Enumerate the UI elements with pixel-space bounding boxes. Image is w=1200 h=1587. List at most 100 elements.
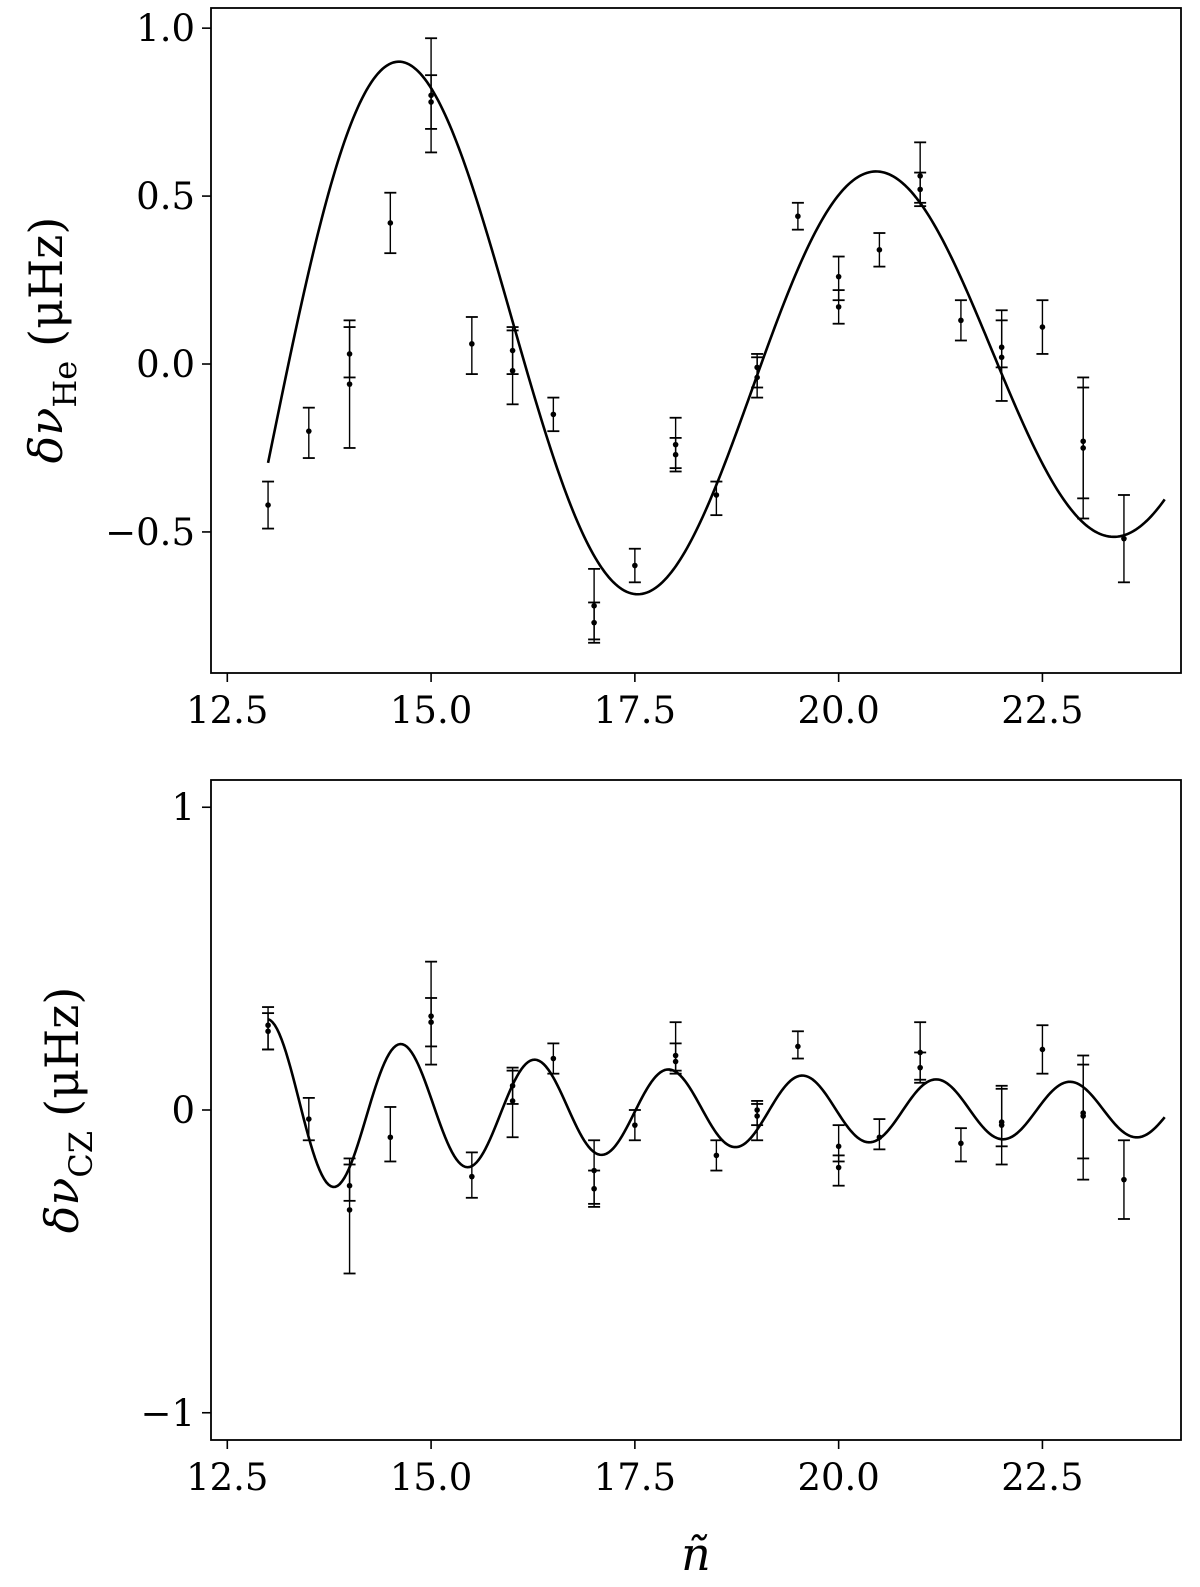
data-point-bottom xyxy=(914,1051,927,1081)
marker xyxy=(265,1028,271,1035)
data-point-top xyxy=(791,201,804,231)
data-point-bottom xyxy=(954,1127,967,1163)
data-point-bottom xyxy=(384,1106,397,1163)
data-point-bottom xyxy=(669,1042,682,1072)
panel-bottom: 12.5 15.0 17.5 20.0 22.5 −1 0 1 δνCZ(μHz) ñ xyxy=(35,779,1182,1581)
data-point-top xyxy=(751,356,764,399)
marker xyxy=(550,411,557,418)
marker xyxy=(469,1173,475,1180)
marker xyxy=(1080,445,1086,451)
y-tick-label-top: −0.5 xyxy=(105,511,195,554)
marker xyxy=(672,1058,679,1065)
data-point-top xyxy=(588,601,601,644)
marker xyxy=(591,1185,597,1192)
data-point-bottom xyxy=(506,1069,519,1139)
marker xyxy=(876,1134,883,1141)
marker xyxy=(1039,324,1046,330)
y-tick-label-bottom: 0 xyxy=(171,1089,195,1132)
y-tick-label-top: 0.5 xyxy=(136,175,195,218)
marker xyxy=(1080,1113,1086,1119)
data-point-bottom xyxy=(995,1087,1008,1166)
marker xyxy=(306,1116,312,1122)
data-point-top xyxy=(384,191,397,255)
data-point-bottom xyxy=(302,1096,315,1142)
x-tick-label-bottom: 15.0 xyxy=(390,1456,472,1499)
x-tick-label-top: 15.0 xyxy=(390,689,472,732)
data-point-top xyxy=(343,326,356,449)
data-point-bottom xyxy=(791,1030,804,1060)
y-tick-label-top: 0.0 xyxy=(136,343,195,386)
marker xyxy=(428,1019,434,1026)
data-point-top xyxy=(425,74,438,130)
data-point-bottom xyxy=(1036,1024,1049,1075)
data-point-top xyxy=(832,289,845,325)
data-point-bottom xyxy=(1117,1139,1130,1220)
marker xyxy=(835,1143,842,1150)
y-tick-label-top: 1.0 xyxy=(136,7,195,50)
marker xyxy=(795,1043,801,1050)
marker xyxy=(632,562,638,569)
x-axis-label-bottom: ñ xyxy=(681,1527,711,1581)
marker xyxy=(387,220,394,226)
marker xyxy=(713,1152,720,1159)
marker xyxy=(958,317,964,324)
data-point-bottom xyxy=(547,1042,560,1075)
marker xyxy=(998,354,1005,361)
data-point-bottom xyxy=(588,1169,601,1208)
marker xyxy=(835,304,842,310)
marker xyxy=(835,1164,842,1171)
data-point-bottom xyxy=(1077,1054,1090,1181)
marker xyxy=(591,619,597,626)
marker xyxy=(917,186,923,193)
data-point-bottom xyxy=(343,1163,356,1275)
data-point-bottom xyxy=(628,1109,641,1142)
x-tick-label-bottom: 17.5 xyxy=(594,1456,676,1499)
data-point-top xyxy=(873,232,886,268)
data-point-top xyxy=(1077,386,1090,520)
data-point-top xyxy=(262,480,275,530)
marker xyxy=(550,1055,557,1062)
marker xyxy=(387,1134,394,1141)
x-tick-label-top: 20.0 xyxy=(797,689,879,732)
data-point-top xyxy=(465,316,478,375)
marker xyxy=(346,381,353,387)
marker xyxy=(346,1207,353,1213)
data-point-top xyxy=(628,547,641,584)
marker xyxy=(632,1122,638,1128)
data-point-bottom xyxy=(832,1124,845,1163)
marker xyxy=(998,1122,1005,1128)
data-point-top xyxy=(1036,299,1049,355)
data-point-top xyxy=(995,319,1008,402)
data-point-top xyxy=(710,480,723,517)
data-point-bottom xyxy=(873,1118,886,1151)
marker xyxy=(306,428,312,434)
y-tick-label-bottom: −1 xyxy=(140,1392,195,1435)
marker xyxy=(672,451,679,458)
marker xyxy=(509,367,516,374)
axes-frame-top xyxy=(210,7,1182,674)
y-tick-label-bottom: 1 xyxy=(171,786,195,829)
marker xyxy=(876,247,883,253)
marker xyxy=(754,1113,760,1119)
x-tick-label-bottom: 12.5 xyxy=(186,1456,268,1499)
marker xyxy=(795,213,801,220)
fit-curve-bottom xyxy=(267,1017,1166,1189)
data-point-top xyxy=(1117,494,1130,584)
marker xyxy=(958,1140,964,1147)
marker xyxy=(1121,1176,1127,1183)
x-tick-label-top: 17.5 xyxy=(594,689,676,732)
data-point-bottom xyxy=(751,1103,764,1142)
y-axis-label-top: δνHe(μHz) xyxy=(19,217,84,464)
marker xyxy=(835,273,842,280)
data-point-top xyxy=(302,406,315,459)
marker xyxy=(1121,535,1127,542)
data-point-top xyxy=(954,299,967,342)
x-tick-label-top: 12.5 xyxy=(186,689,268,732)
data-point-bottom xyxy=(710,1139,723,1172)
marker xyxy=(754,374,760,381)
x-tick-label-top: 22.5 xyxy=(1001,689,1083,732)
marker xyxy=(428,99,434,105)
marker xyxy=(265,502,271,508)
data-point-bottom xyxy=(425,997,438,1048)
